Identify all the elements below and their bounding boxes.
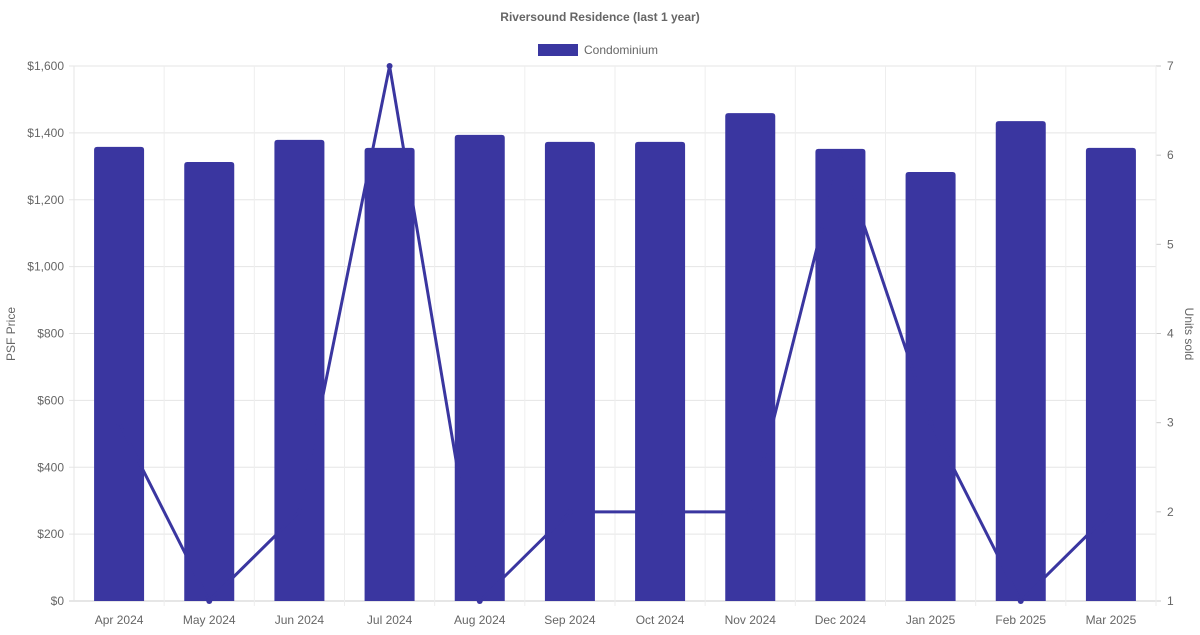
y2-tick-label: 3 — [1167, 416, 1174, 430]
y-tick-label: $1,600 — [27, 59, 64, 73]
bar — [1085, 147, 1136, 601]
x-tick-label: May 2024 — [183, 613, 236, 627]
y2-tick-label: 4 — [1167, 327, 1174, 341]
bar — [94, 146, 145, 601]
y-tick-label: $600 — [37, 393, 64, 407]
bar — [995, 121, 1046, 601]
line-point — [657, 508, 664, 515]
y2-tick-label: 7 — [1167, 59, 1174, 73]
x-tick-label: Feb 2025 — [995, 613, 1046, 627]
bar — [544, 141, 595, 601]
line-point — [476, 598, 483, 604]
y-tick-label: $1,400 — [27, 126, 64, 140]
bar — [454, 134, 505, 601]
y2-axis-label: Units sold — [1182, 308, 1196, 361]
line-point — [1107, 508, 1114, 515]
y-tick-label: $800 — [37, 327, 64, 341]
units-sold-line — [117, 65, 1112, 605]
y-tick-label: $200 — [37, 527, 64, 541]
bar — [815, 148, 866, 602]
x-tick-label: Sep 2024 — [544, 613, 596, 627]
y-tick-label: $1,200 — [27, 193, 64, 207]
x-tick-label: Apr 2024 — [95, 613, 144, 627]
line-point — [747, 508, 754, 515]
bar — [184, 161, 235, 601]
y-tick-label: $400 — [37, 460, 64, 474]
y2-tick-label: 6 — [1167, 148, 1174, 162]
y2-tick-label: 2 — [1167, 505, 1174, 519]
bar — [725, 113, 776, 601]
legend-label[interactable]: Condominium — [584, 43, 658, 57]
y2-tick-label: 1 — [1167, 594, 1174, 608]
y-axis-label: PSF Price — [4, 307, 18, 361]
x-tick-label: Jul 2024 — [367, 613, 413, 627]
x-tick-label: Oct 2024 — [636, 613, 685, 627]
line-point — [1017, 598, 1024, 604]
y-tick-label: $1,000 — [27, 260, 64, 274]
bar — [364, 147, 415, 601]
x-tick-label: Jan 2025 — [906, 613, 956, 627]
bar — [274, 139, 325, 601]
legend-swatch[interactable] — [538, 44, 578, 56]
line-point — [837, 152, 844, 159]
chart-title: Riversound Residence (last 1 year) — [500, 10, 699, 24]
line-point — [566, 508, 573, 515]
x-tick-label: Jun 2024 — [275, 613, 325, 627]
bar — [635, 141, 686, 601]
line-point — [296, 508, 303, 515]
x-tick-label: Mar 2025 — [1086, 613, 1137, 627]
bar — [905, 171, 956, 601]
x-tick-label: Nov 2024 — [725, 613, 777, 627]
line-point — [116, 419, 123, 426]
y2-tick-label: 5 — [1167, 237, 1174, 251]
y-tick-label: $0 — [51, 594, 65, 608]
line-point — [927, 419, 934, 426]
x-tick-label: Dec 2024 — [815, 613, 867, 627]
x-tick-label: Aug 2024 — [454, 613, 506, 627]
line-point — [206, 598, 213, 604]
line-point — [386, 63, 393, 69]
